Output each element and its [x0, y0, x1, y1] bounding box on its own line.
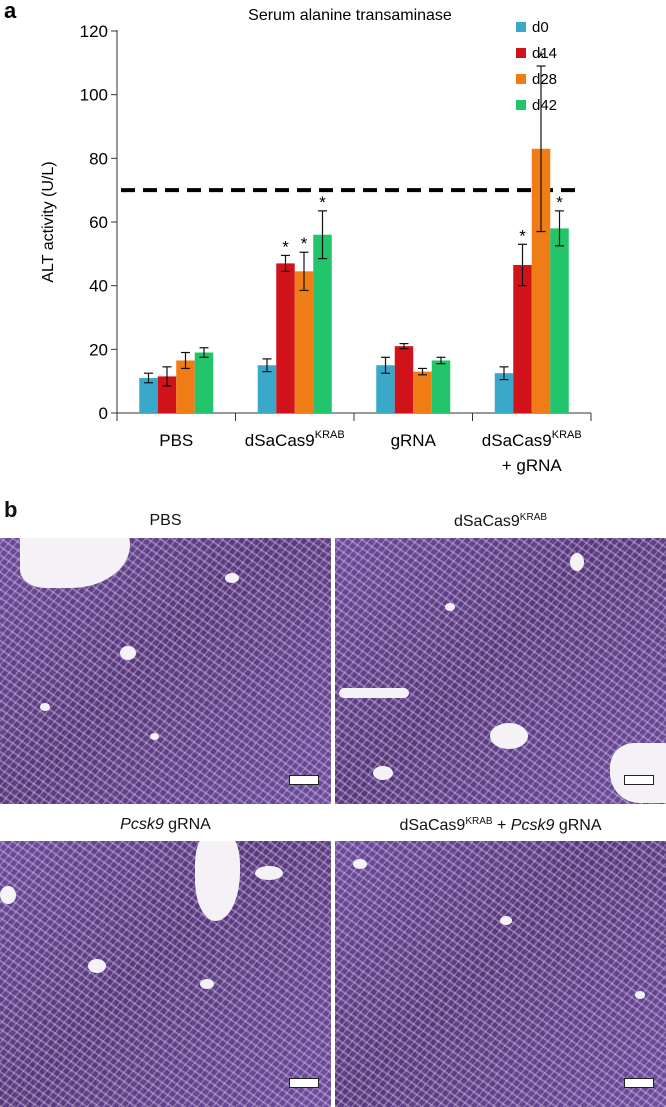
y-tick-label: 120 [80, 22, 108, 41]
bar [313, 234, 332, 413]
bar [513, 264, 532, 413]
legend-swatch [516, 100, 526, 110]
y-tick-label: 100 [80, 86, 108, 105]
legend-label: d14 [532, 45, 557, 62]
bar [276, 263, 295, 413]
bar [394, 346, 414, 413]
bar [139, 377, 158, 413]
legend-swatch [516, 74, 526, 84]
micrograph-pcsk9-grna [0, 841, 331, 1107]
y-tick-label: 60 [89, 213, 108, 232]
bar [294, 271, 314, 413]
y-tick-label: 80 [89, 149, 108, 168]
bar [431, 360, 451, 413]
micrograph-dsacas9 [335, 538, 666, 804]
legend-label: d0 [532, 19, 549, 36]
bar [194, 352, 214, 413]
panel-a-letter: a [4, 0, 17, 23]
significance-marker: * [301, 234, 308, 253]
bar [494, 373, 514, 413]
legend-swatch [516, 22, 526, 32]
significance-marker: * [282, 237, 289, 256]
bars: * * * * * * [139, 48, 569, 414]
y-tick-label: 0 [99, 404, 108, 423]
bar [176, 360, 195, 413]
bar [413, 371, 432, 413]
micrograph-title-pbs: PBS [149, 512, 182, 529]
bar [376, 365, 395, 413]
category-label-line2: + gRNA [502, 456, 563, 475]
significance-marker: * [538, 48, 545, 67]
bar [550, 228, 569, 413]
category-label: PBS [159, 431, 193, 450]
legend-label: d42 [532, 97, 557, 114]
category-label: gRNA [391, 431, 437, 450]
bar-chart: a Serum alanine transaminase ALT activit… [4, 0, 592, 475]
y-tick-label: 20 [89, 340, 108, 359]
bar [257, 365, 277, 413]
category-label: dSaCas9KRAB [245, 429, 345, 450]
panel-b-letter: b [4, 497, 18, 522]
chart-title: Serum alanine transaminase [248, 7, 452, 24]
legend-label: d28 [532, 71, 557, 88]
bar [531, 148, 551, 414]
category-label: dSaCas9KRAB [482, 429, 582, 450]
bar [157, 376, 177, 413]
micrograph-title-combined: dSaCas9KRAB + Pcsk9 gRNA [399, 816, 602, 834]
legend: d0 d14 d28 d42 [516, 19, 557, 114]
micrograph-pbs [0, 538, 331, 804]
micrograph-combined [335, 841, 666, 1107]
micrograph-title-pcsk9-grna: Pcsk9 gRNA [120, 816, 211, 833]
axes: 0 20 40 60 80 100 120 [80, 22, 592, 423]
category-labels: PBS dSaCas9KRAB gRNA dSaCas9KRAB + gRNA [159, 429, 581, 475]
significance-marker: * [556, 193, 563, 212]
micrograph-title-dsacas9: dSaCas9KRAB [453, 512, 548, 530]
significance-marker: * [319, 193, 326, 212]
legend-swatch [516, 48, 526, 58]
y-tick-label: 40 [89, 277, 108, 296]
significance-marker: * [519, 226, 526, 245]
y-axis-label: ALT activity (U/L) [40, 161, 57, 282]
